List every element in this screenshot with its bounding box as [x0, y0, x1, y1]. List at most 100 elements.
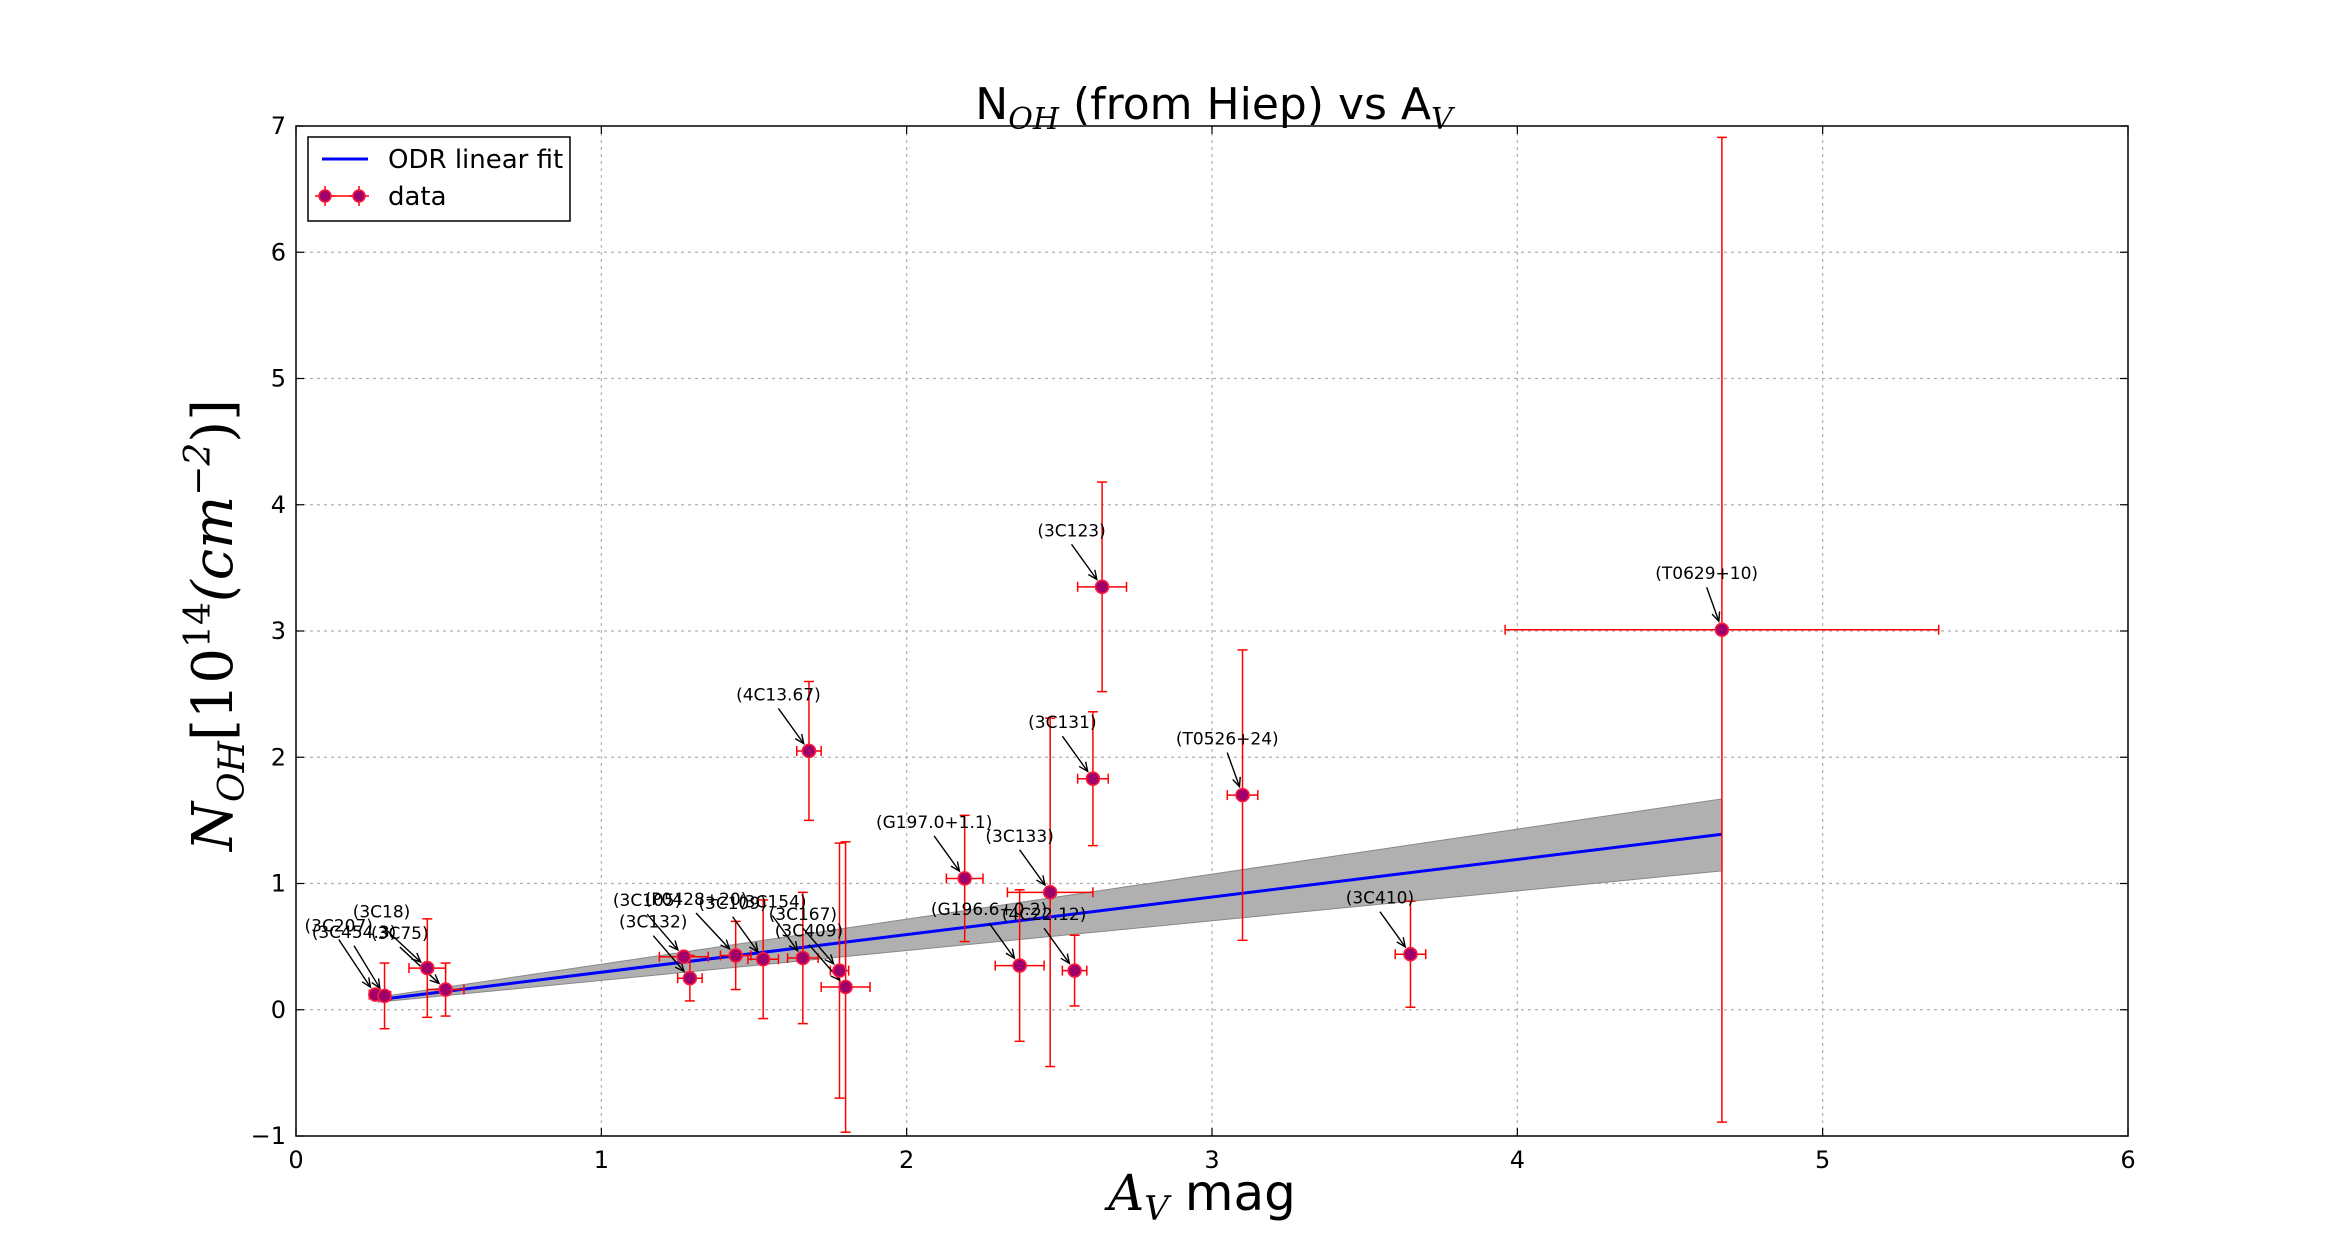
legend: ODR linear fit data [307, 136, 571, 222]
data-point [1235, 787, 1250, 803]
point-label: (3C133) [985, 827, 1053, 847]
y-tick-label: 1 [271, 870, 286, 898]
y-tick-label: 5 [271, 365, 286, 393]
annotation-arrowhead [361, 977, 372, 989]
x-tick-label: 4 [1510, 1146, 1525, 1174]
data-point [377, 988, 392, 1004]
annotation-arrow [652, 935, 685, 972]
ylabel-exp2: −2 [178, 443, 219, 496]
errorbar [1076, 711, 1109, 847]
point-annotation: (3C123) [1037, 521, 1106, 581]
point-label: (3C75) [371, 924, 429, 944]
annotation-arrowhead [794, 733, 805, 746]
point-label: (3C154) [738, 892, 806, 912]
data-point [1067, 963, 1082, 978]
point-annotation: (3C167) [769, 905, 837, 966]
annotation-arrow [802, 927, 835, 965]
point-label: (P0428+20) [645, 890, 748, 910]
x-tick-label: 3 [1204, 1146, 1219, 1174]
point-annotation: (3C131) [1028, 713, 1097, 773]
point-annotation: (T0526+24) [1176, 730, 1279, 789]
annotation-arrow [1226, 752, 1241, 787]
annotation-arrow [1379, 911, 1406, 948]
annotation-arrowhead [1087, 569, 1098, 581]
data-point [676, 949, 692, 965]
point-annotation: (3C18) [353, 903, 422, 964]
legend-fit-label: ODR linear fit [388, 145, 563, 175]
point-label: (3C123) [1037, 521, 1105, 541]
x-tick-label: 2 [899, 1146, 914, 1174]
annotation-arrowhead [1711, 611, 1721, 623]
point-annotation: (3C75) [371, 924, 441, 985]
point-annotation: (3C454.3) [312, 923, 396, 990]
point-annotation: (3C410) [1346, 889, 1414, 949]
annotation-arrowhead [749, 942, 759, 954]
annotation-arrowhead [674, 961, 686, 973]
ylabel-open: [10 [181, 648, 246, 741]
annotation-arrowhead [1036, 875, 1046, 887]
point-label: (4C13.67) [736, 685, 821, 705]
point-label: (3C410) [1346, 889, 1414, 909]
point-annotation: (3C154) [738, 892, 807, 953]
chart-title: NOH (from Hiep) vs AV [975, 79, 1456, 137]
ylabel-exp: 14 [178, 602, 219, 648]
annotation-arrow [695, 912, 731, 950]
point-label: (G197.0+1.1) [876, 813, 992, 833]
annotation-arrowhead [668, 940, 680, 952]
point-annotation: (T0629+10) [1655, 564, 1758, 623]
data-point [1714, 622, 1730, 638]
point-label: (3C167) [769, 905, 837, 925]
point-annotation: (P0428+20) [645, 890, 748, 951]
point-annotation: (4C22.12) [1002, 905, 1086, 965]
point-label: (3C105) [613, 891, 681, 911]
annotation-arrow [1061, 735, 1089, 772]
annotation-arrow [777, 708, 805, 745]
annotation-arrowhead [371, 978, 381, 990]
xlabel-symbol: A [1104, 1164, 1144, 1222]
annotation-arrow [732, 916, 759, 953]
point-label: (3C207) [305, 916, 373, 936]
point-label: (3C109) [698, 894, 766, 914]
annotation-arrow [338, 939, 371, 988]
point-annotation: (3C109) [698, 894, 767, 954]
data-point [1012, 958, 1027, 973]
point-annotation: (3C207) [305, 916, 373, 989]
legend-data-swatch [315, 186, 369, 206]
data-point [957, 871, 972, 886]
y-tick-label: 6 [271, 238, 286, 266]
title-main: N [975, 79, 1008, 130]
point-label: (3C131) [1028, 713, 1096, 733]
ylabel-close: )] [181, 399, 246, 443]
annotation-arrowhead [1005, 948, 1016, 960]
point-annotation: (3C133) [985, 827, 1054, 887]
annotation-arrow [353, 945, 381, 989]
annotation-arrow [646, 913, 679, 951]
annotation-arrowhead [1396, 937, 1407, 949]
ylabel-sub: OH [212, 740, 253, 802]
data-point [801, 743, 817, 759]
annotation-arrow [1043, 927, 1070, 964]
x-tick-label: 6 [2120, 1146, 2135, 1174]
annotation-arrow [1019, 849, 1046, 886]
y-tick-label: 7 [271, 112, 286, 140]
data-point [795, 950, 811, 966]
point-annotation: (4C13.67) [736, 685, 821, 746]
data-point [1403, 946, 1418, 962]
legend-data-label: data [388, 182, 447, 212]
xlabel-sub: V [1144, 1189, 1172, 1229]
legend-box [307, 136, 571, 222]
point-annotation: (G197.0+1.1) [876, 813, 992, 873]
title-mid-sub: V [1431, 102, 1456, 137]
annotation-arrow [1070, 543, 1098, 580]
y-tick-label: 4 [271, 491, 286, 519]
x-axis-label: AV mag [1104, 1164, 1296, 1229]
x-tick-label: 1 [594, 1146, 609, 1174]
annotation-arrowhead [950, 861, 961, 873]
point-annotation: (G196.6+0.2) [931, 900, 1047, 960]
point-label: (3C18) [353, 903, 411, 923]
point-label: (T0629+10) [1655, 564, 1758, 584]
annotation-arrowhead [824, 954, 835, 966]
point-annotation: (3C132) [619, 913, 687, 973]
